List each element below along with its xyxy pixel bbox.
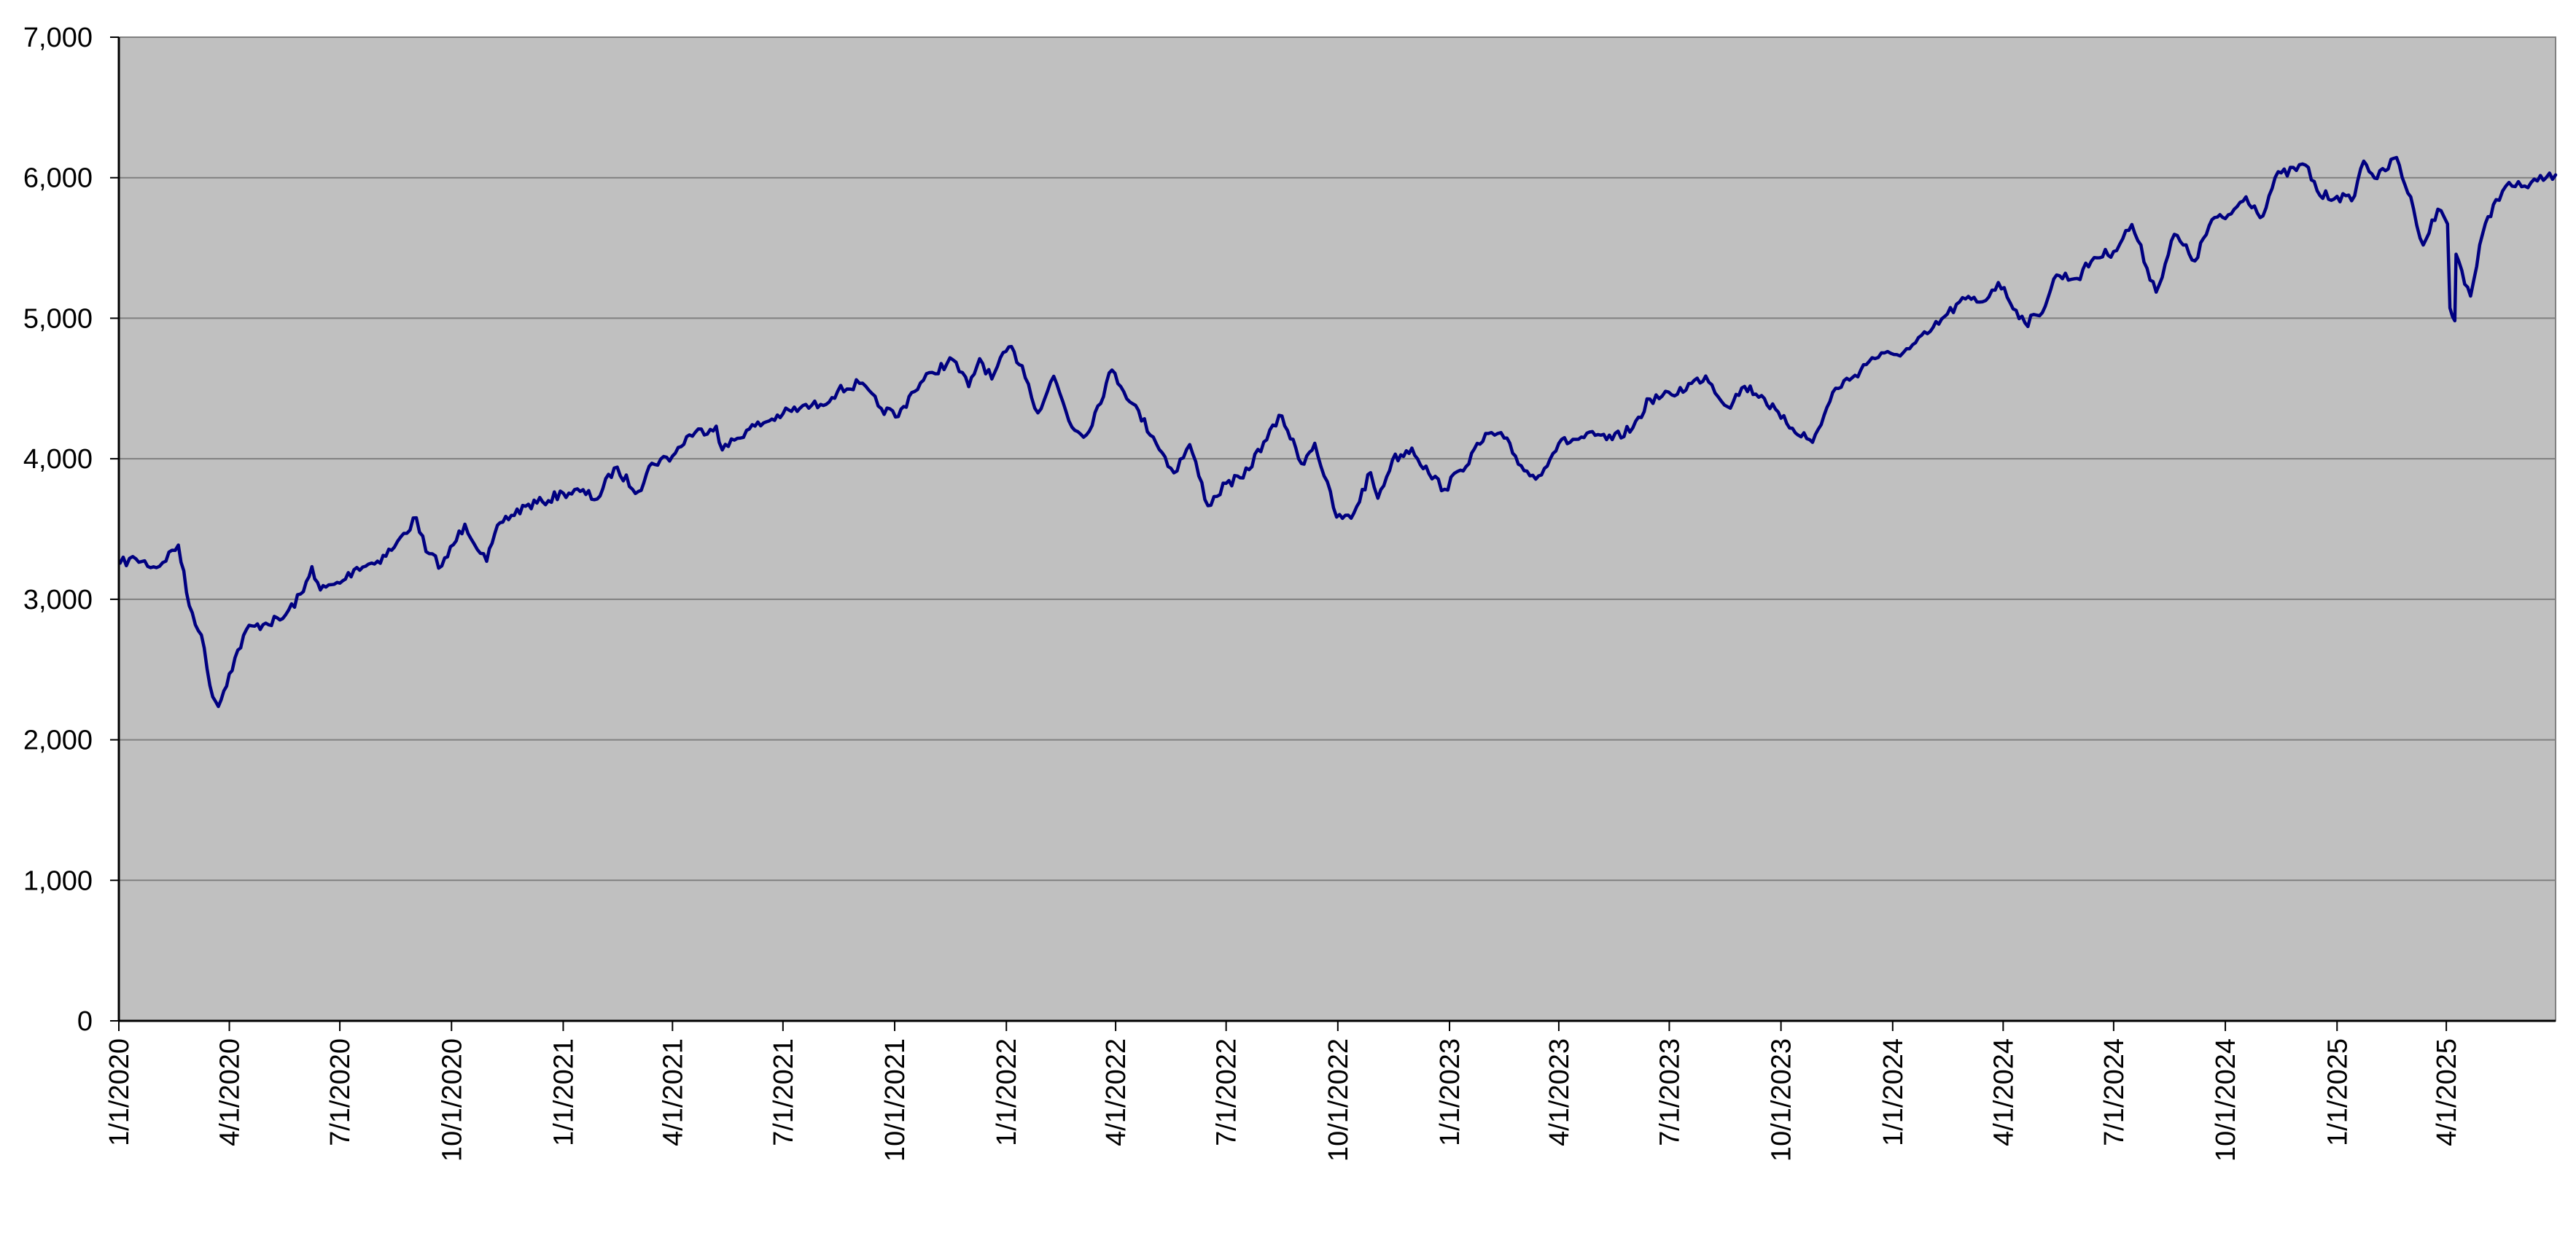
y-tick-label: 3,000 (23, 585, 93, 615)
x-tick-label: 1/1/2023 (1435, 1038, 1466, 1146)
plot-area (118, 36, 2556, 1022)
x-tick-label: 10/1/2022 (1323, 1038, 1354, 1162)
y-tick-label: 5,000 (23, 303, 93, 334)
x-tick-label: 10/1/2021 (880, 1038, 911, 1162)
x-tick-label: 7/1/2023 (1654, 1038, 1685, 1146)
x-tick-label: 1/1/2025 (2322, 1038, 2353, 1146)
x-tick-label: 7/1/2024 (2099, 1038, 2130, 1146)
x-tick-label: 1/1/2020 (104, 1038, 135, 1146)
x-tick-label: 10/1/2020 (437, 1038, 467, 1162)
x-tick-label: 4/1/2022 (1101, 1038, 1132, 1146)
y-tick-label: 0 (77, 1006, 93, 1037)
x-tick-label: 7/1/2020 (325, 1038, 356, 1146)
x-tick-label: 10/1/2024 (2211, 1038, 2241, 1162)
x-tick-label: 4/1/2024 (1988, 1038, 2019, 1146)
x-tick-label: 7/1/2022 (1212, 1038, 1242, 1146)
x-tick-label: 4/1/2020 (215, 1038, 246, 1146)
x-tick-label: 7/1/2021 (768, 1038, 799, 1146)
gridlines (119, 36, 2556, 882)
x-tick-label: 10/1/2023 (1767, 1038, 1797, 1162)
x-tick-label: 4/1/2023 (1544, 1038, 1575, 1146)
x-axis-ticks: 1/1/2020 4/1/2020 7/1/2020 10/1/2020 1/1/202… (104, 1021, 2462, 1162)
x-tick-label: 1/1/2021 (548, 1038, 579, 1146)
series-line (118, 155, 2558, 709)
x-tick-label: 1/1/2022 (992, 1038, 1022, 1146)
y-tick-label: 6,000 (23, 163, 93, 194)
y-tick-label: 7,000 (23, 23, 93, 53)
y-tick-label: 4,000 (23, 444, 93, 475)
x-tick-label: 4/1/2025 (2432, 1038, 2462, 1146)
x-tick-label: 1/1/2024 (1878, 1038, 1909, 1146)
x-tick-label: 4/1/2021 (658, 1038, 688, 1146)
y-tick-label: 2,000 (23, 726, 93, 756)
y-tick-label: 1,000 (23, 866, 93, 896)
y-axis-ticks: 0 1,000 2,000 3,000 4,000 5,000 6,000 7,000 (23, 23, 119, 1037)
